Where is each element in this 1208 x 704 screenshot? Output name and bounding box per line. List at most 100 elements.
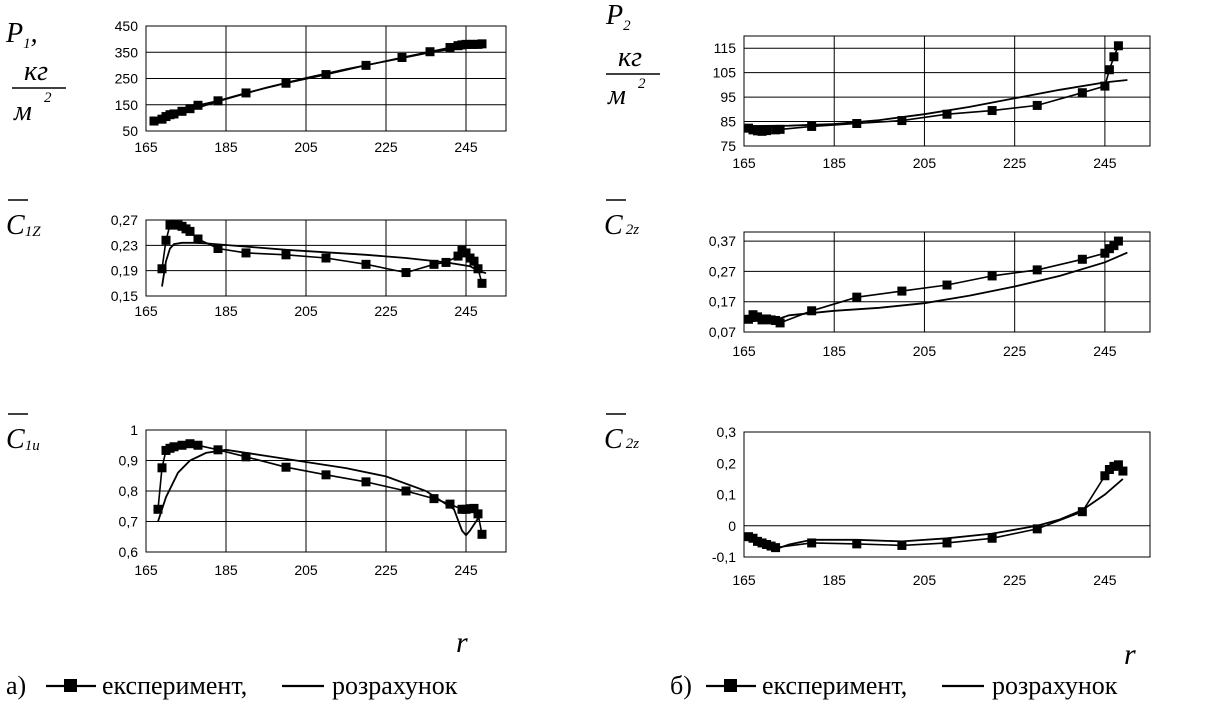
y-tick-label: 350 xyxy=(115,44,139,60)
y-tick-label: 0,17 xyxy=(709,294,736,310)
svg-text:P2: P2 xyxy=(605,0,631,34)
data-point-experiment xyxy=(361,477,371,487)
data-point-experiment xyxy=(1032,100,1042,110)
data-point-experiment xyxy=(177,440,187,450)
data-point-experiment xyxy=(281,250,291,260)
data-point-experiment xyxy=(1109,241,1119,251)
y-tick-label: 0,9 xyxy=(119,453,139,469)
data-point-experiment xyxy=(401,268,411,278)
y-tick-label: 50 xyxy=(122,123,138,139)
data-point-experiment xyxy=(321,253,331,263)
data-point-experiment xyxy=(1113,41,1123,51)
data-point-experiment xyxy=(185,439,195,449)
x-tick-label: 205 xyxy=(913,155,937,171)
data-point-experiment xyxy=(1104,244,1114,254)
unit-den: м xyxy=(607,80,626,111)
y-tick-label: 0,1 xyxy=(717,487,737,503)
y-tick-label: 0,3 xyxy=(717,424,737,440)
data-point-experiment xyxy=(1118,466,1128,476)
x-tick-label: 205 xyxy=(913,343,937,359)
data-point-experiment xyxy=(744,532,754,542)
legend-prefix: б) xyxy=(670,671,692,700)
ylabel-c1u: C1u xyxy=(6,413,40,455)
svg-text:C1Z: C1Z xyxy=(6,210,41,241)
data-point-experiment xyxy=(1113,460,1123,470)
data-point-experiment xyxy=(987,533,997,543)
data-point-experiment xyxy=(281,462,291,472)
data-point-experiment xyxy=(807,538,817,548)
data-point-experiment xyxy=(153,504,163,514)
x-tick-label: 185 xyxy=(823,343,847,359)
data-point-experiment xyxy=(852,119,862,129)
data-point-experiment xyxy=(807,306,817,316)
data-point-experiment xyxy=(757,126,767,136)
y-tick-label: 0,23 xyxy=(111,237,138,253)
y-tick-label: 75 xyxy=(720,138,736,154)
y-tick-label: 250 xyxy=(115,71,139,87)
data-point-experiment xyxy=(161,235,171,245)
data-point-experiment xyxy=(1077,507,1087,517)
data-point-experiment xyxy=(775,124,785,134)
data-point-experiment xyxy=(477,39,487,49)
data-point-experiment xyxy=(1104,465,1114,474)
x-tick-label: 165 xyxy=(134,303,158,319)
y-tick-label: 0 xyxy=(728,518,736,534)
data-point-experiment xyxy=(897,286,907,296)
x-tick-label: 245 xyxy=(454,139,478,155)
series-line-experiment xyxy=(747,240,1119,324)
x-tick-label: 185 xyxy=(823,572,847,588)
x-tick-label: 165 xyxy=(134,562,158,578)
y-tick-label: 0,07 xyxy=(709,324,736,340)
x-tick-label: 225 xyxy=(374,303,398,319)
chart-c1u: 165 185 205 225 245 0,6 0,7 0,8 0,9 1 xyxy=(119,422,507,578)
x-axis-symbol-right: r xyxy=(1124,638,1136,671)
series-line-calculation xyxy=(157,448,483,537)
data-point-experiment xyxy=(942,538,952,548)
x-tick-label: 205 xyxy=(294,562,318,578)
data-point-experiment xyxy=(852,539,862,549)
x-tick-label: 245 xyxy=(1093,155,1117,171)
svg-text:P1,: P1, xyxy=(5,18,38,52)
data-point-experiment xyxy=(1100,471,1110,481)
data-point-experiment xyxy=(241,452,251,462)
data-point-experiment xyxy=(1109,461,1119,471)
x-tick-label: 185 xyxy=(823,155,847,171)
data-point-experiment xyxy=(852,292,862,302)
x-tick-label: 245 xyxy=(454,303,478,319)
data-point-experiment xyxy=(213,445,223,455)
data-point-experiment xyxy=(193,234,203,244)
data-point-experiment xyxy=(771,543,781,553)
x-tick-label: 165 xyxy=(732,155,756,171)
data-point-experiment xyxy=(157,264,167,274)
data-point-experiment xyxy=(942,280,952,290)
svg-text:C1u: C1u xyxy=(6,424,40,455)
data-point-experiment xyxy=(771,125,781,135)
svg-text:C2z: C 2z xyxy=(604,424,639,455)
data-point-experiment xyxy=(1032,524,1042,534)
chart-c2z-top: 165 185 205 225 245 0,07 0,17 0,27 0,37 xyxy=(709,231,1151,359)
svg-text:C2z: C 2z xyxy=(604,210,639,241)
ylabel-c1z: C1Z xyxy=(6,199,41,241)
series-line-experiment xyxy=(157,442,483,535)
chart-p2: 165 185 205 225 245 75 85 95 105 115 xyxy=(713,35,1151,171)
series-line-calculation xyxy=(153,43,483,121)
series-line-calculation xyxy=(161,241,487,287)
data-point-experiment xyxy=(477,529,487,539)
unit-pow: 2 xyxy=(638,76,646,92)
data-point-experiment xyxy=(461,248,471,258)
data-point-experiment xyxy=(775,318,785,328)
data-point-experiment xyxy=(453,251,463,261)
x-tick-label: 205 xyxy=(913,572,937,588)
data-point-experiment xyxy=(401,486,411,496)
y-tick-label: 0,6 xyxy=(119,544,139,560)
data-point-experiment xyxy=(477,278,487,288)
legend-calculation: розрахунок xyxy=(992,671,1118,700)
data-point-experiment xyxy=(942,109,952,119)
data-point-experiment xyxy=(473,509,483,519)
data-point-experiment xyxy=(473,264,483,274)
data-point-experiment xyxy=(1032,265,1042,275)
y-tick-label: 0,2 xyxy=(717,455,737,471)
unit-num: кг xyxy=(24,56,48,87)
data-point-experiment xyxy=(169,442,179,452)
